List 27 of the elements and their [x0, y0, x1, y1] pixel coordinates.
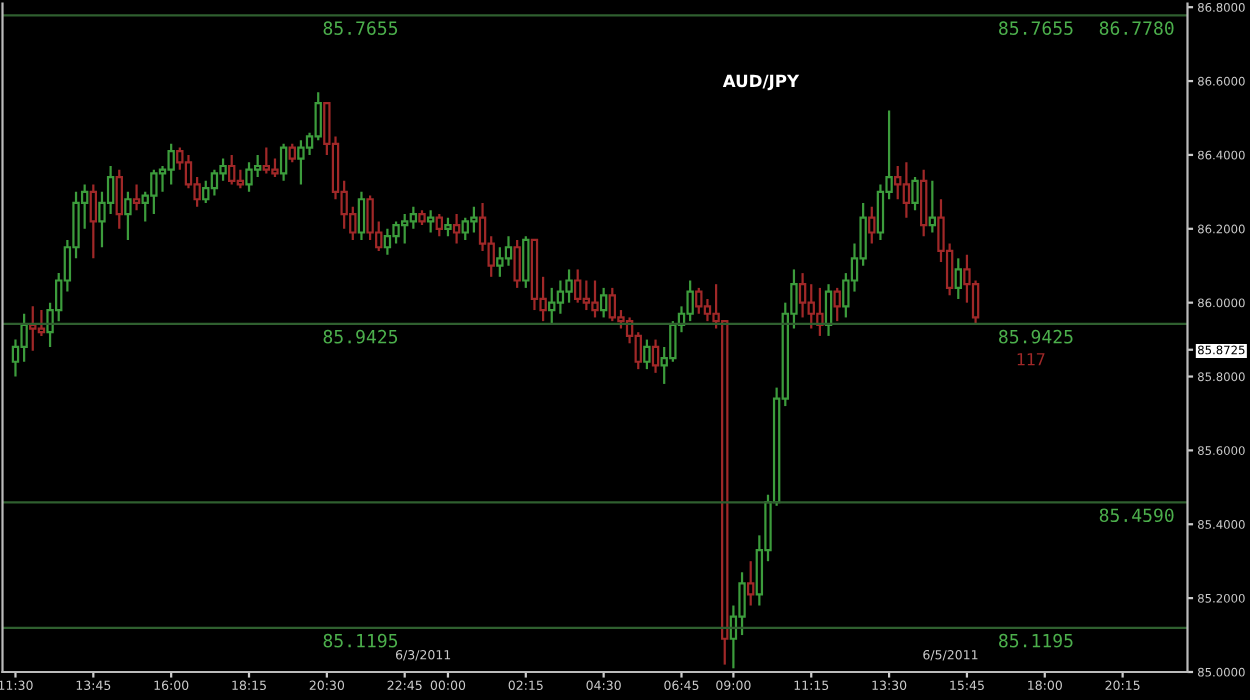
candlestick — [651, 338, 660, 374]
candlestick — [798, 272, 807, 319]
candlestick — [89, 183, 98, 260]
ref-line-label: 85.4590 — [1099, 508, 1174, 523]
candlestick — [452, 212, 461, 245]
annotation: 117 — [1017, 353, 1045, 366]
candlestick — [357, 190, 366, 241]
candlestick — [902, 161, 911, 219]
ref-line-label: 86.7780 — [1099, 21, 1174, 35]
candlestick — [876, 183, 885, 241]
candlestick — [418, 209, 426, 227]
candlestick — [556, 279, 565, 315]
annotation: 85.1195 — [323, 633, 398, 648]
candlestick — [245, 161, 253, 193]
candlestick — [392, 220, 400, 245]
candlestick — [279, 142, 288, 182]
ref-line-label: 85.1195 — [999, 633, 1073, 648]
annotation: 85.7655 — [999, 21, 1073, 35]
candlestick — [132, 183, 141, 212]
candlestick — [210, 168, 219, 197]
candlestick — [703, 297, 712, 323]
annotation: 85.9425 — [323, 329, 398, 344]
text: AUD/JPY — [722, 74, 800, 91]
candlestick — [383, 227, 392, 256]
annotation: 85.7655 — [323, 21, 398, 35]
candlestick — [297, 139, 305, 186]
ref-line-label: 85.9425 — [999, 329, 1073, 344]
